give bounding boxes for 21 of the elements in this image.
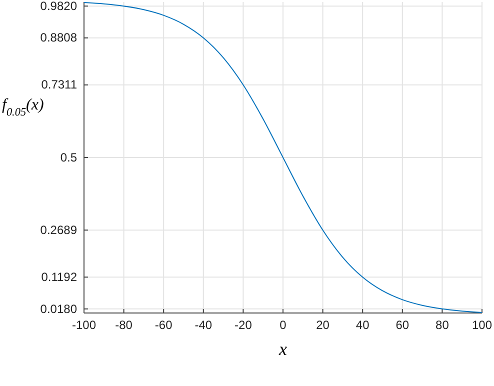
x-tick-label: -20 [234, 318, 252, 332]
y-tick-label: 0.2689 [40, 222, 78, 237]
y-tick-label: 0.0180 [40, 302, 78, 316]
x-tick-label: -40 [194, 318, 212, 332]
x-tick-label: -100 [72, 318, 96, 332]
x-tick-label: 20 [316, 318, 330, 332]
x-tick-label: 80 [436, 318, 450, 332]
y-tick-label: 0.8808 [40, 30, 78, 45]
y-tick-label: 0.1192 [41, 270, 78, 284]
x-tick-label: 100 [472, 318, 492, 332]
x-tick-label: 60 [396, 318, 410, 332]
line-series [84, 2, 482, 313]
y-tick-label: 0.5 [60, 150, 78, 164]
x-axis-title: x [278, 339, 287, 359]
x-tick-label: 0 [280, 318, 287, 332]
x-tick-label: 40 [356, 318, 370, 332]
x-tick-label: -60 [154, 318, 173, 332]
x-tick-label: -80 [115, 318, 133, 332]
y-tick-label: 0.7311 [41, 78, 78, 92]
y-axis-title: f$_{0.05}$(x) [2, 96, 44, 118]
y-tick-label: 0.9820 [40, 0, 78, 13]
